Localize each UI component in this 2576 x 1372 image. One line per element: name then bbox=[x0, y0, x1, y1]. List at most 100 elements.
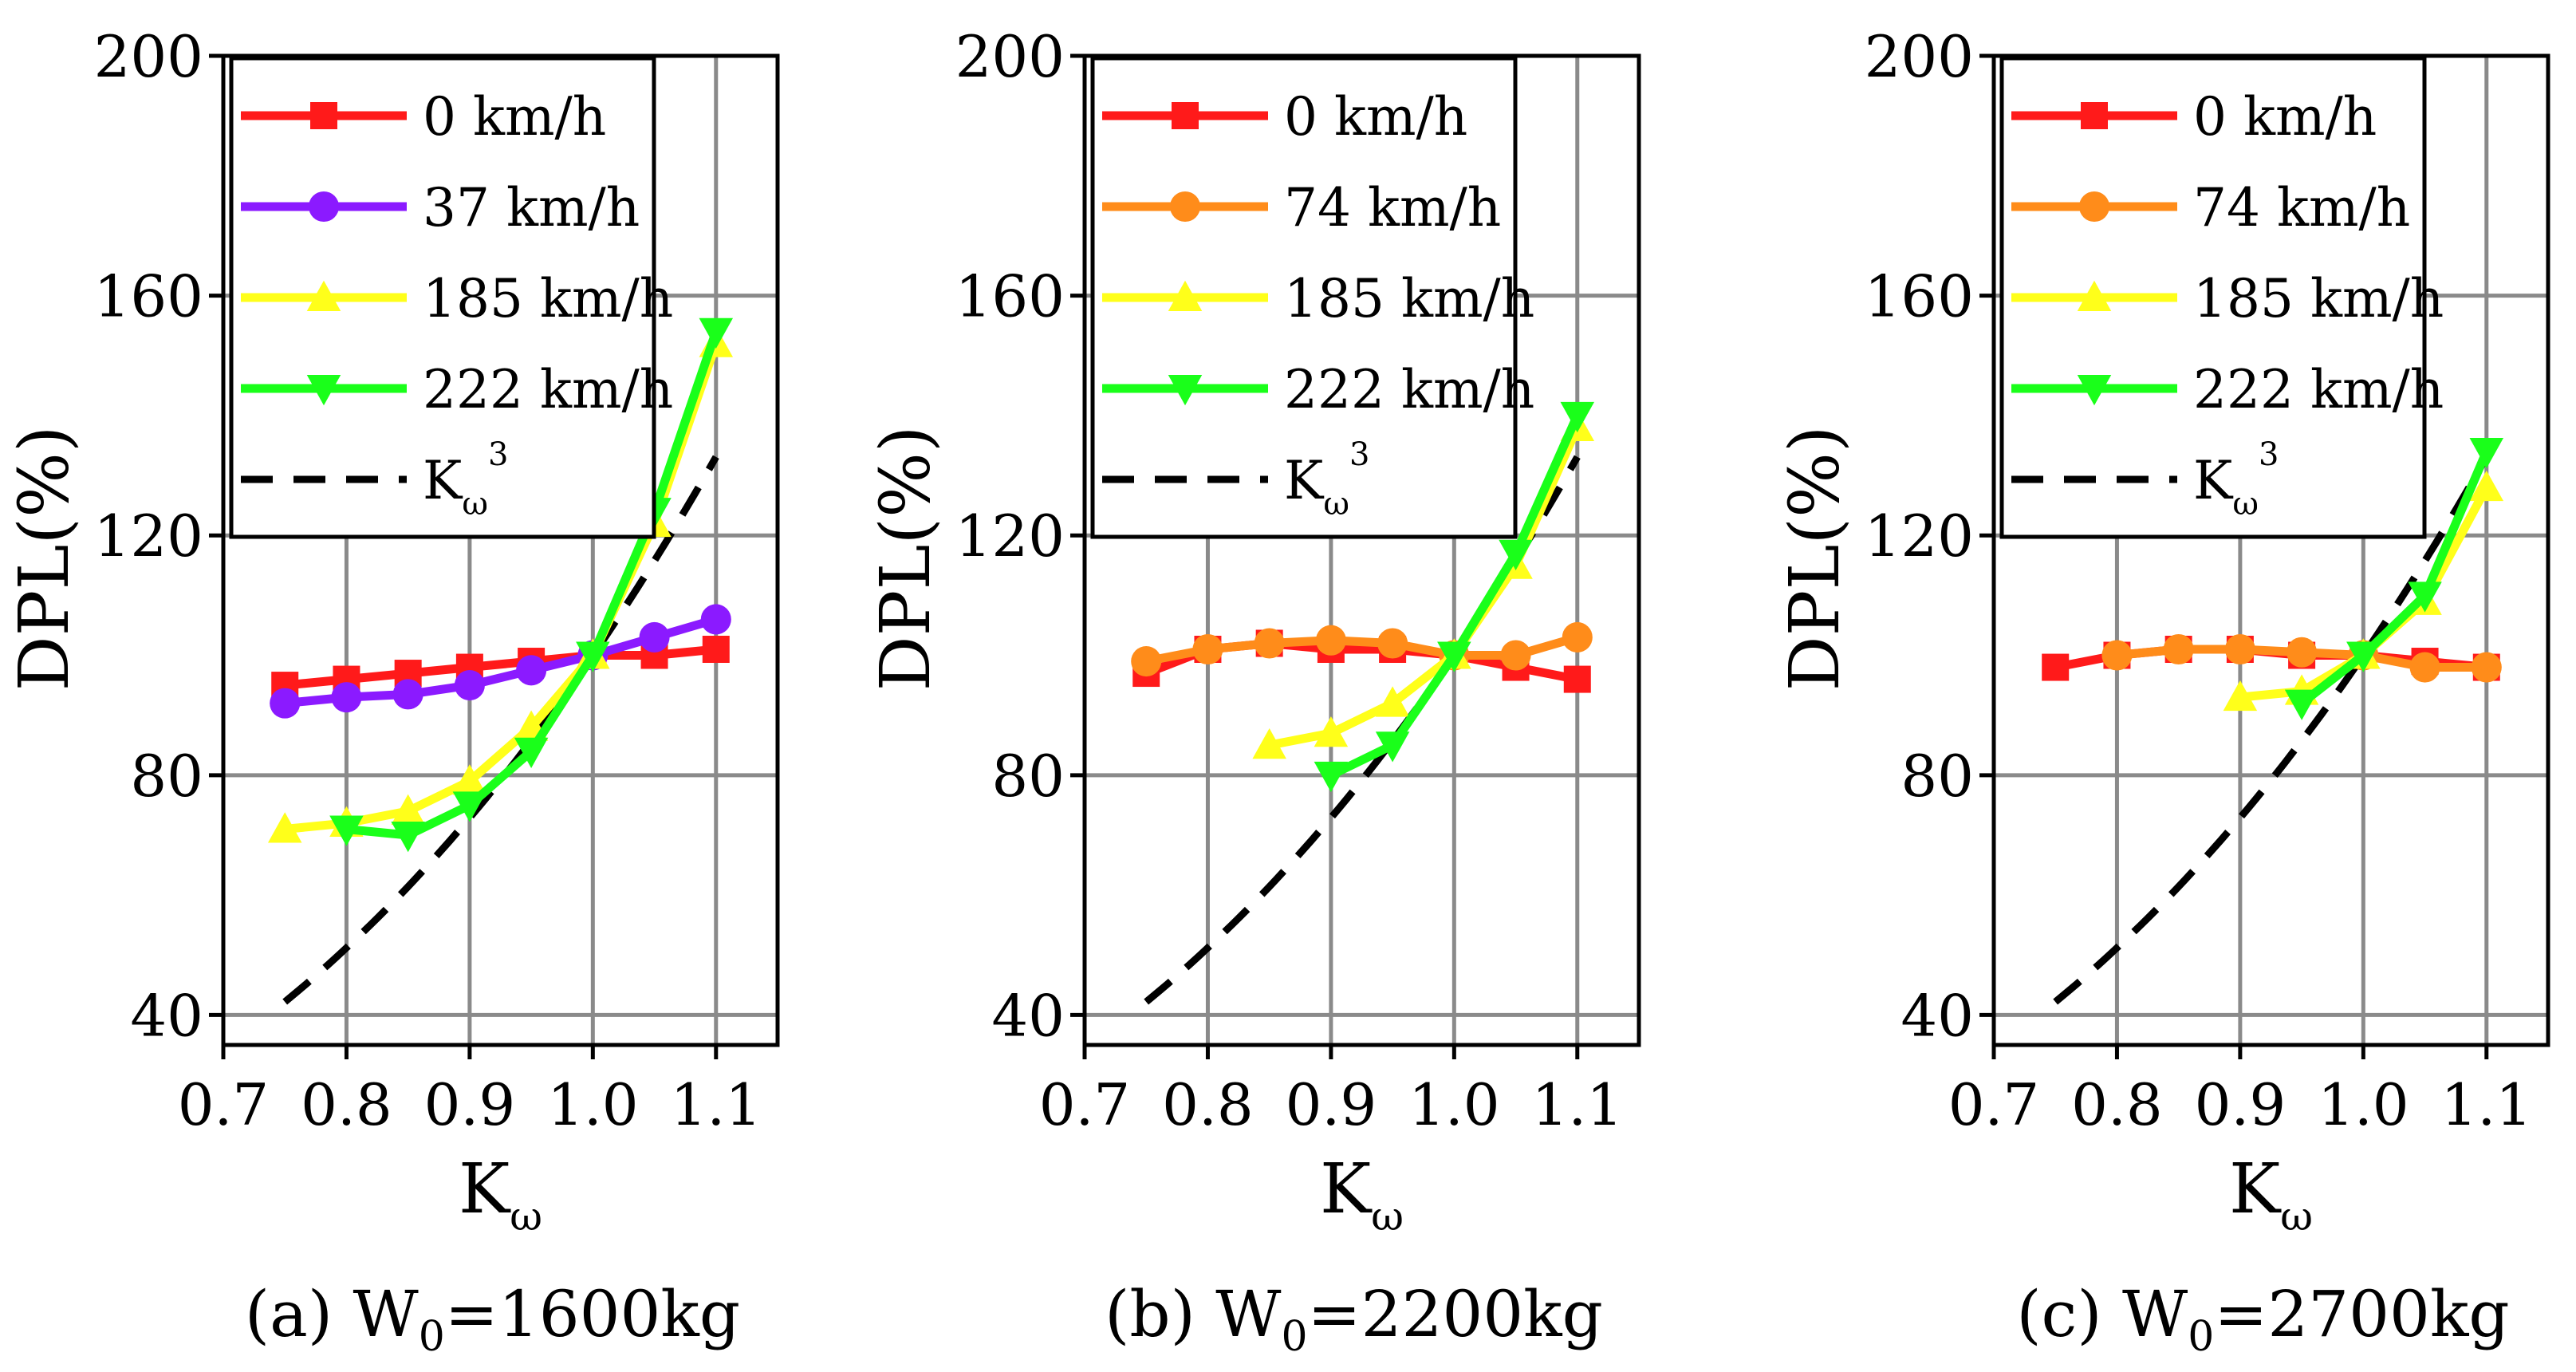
legend-ref-superscript: 3 bbox=[2259, 436, 2279, 473]
data-point bbox=[391, 821, 425, 853]
legend-ref-superscript: 3 bbox=[488, 436, 508, 473]
chart-panel-c: 0.7 0.8 0.9 1.0 1.1 40 80 120 160 200 DPL(%) Kω (c) … bbox=[1775, 23, 2550, 1361]
y-tick-label: 120 bbox=[1865, 503, 1974, 570]
legend-item: 74 km/h bbox=[1102, 177, 1501, 239]
caption-subscript: 0 bbox=[1281, 1313, 1307, 1361]
legend-ref-main: K bbox=[1284, 450, 1325, 511]
legend-label: 222 km/h bbox=[423, 359, 673, 420]
x-axis-title: Kω bbox=[459, 1149, 542, 1240]
series-37-km-h bbox=[270, 604, 731, 719]
legend-item: Kω3 bbox=[241, 436, 508, 522]
data-point bbox=[1375, 731, 1410, 763]
legend-label: 185 km/h bbox=[1284, 268, 1534, 329]
chart-panel-a: 0.7 0.8 0.9 1.0 1.1 40 80 120 160 200 DPL(%) Kω (a) … bbox=[5, 23, 780, 1361]
data-point bbox=[2286, 637, 2318, 668]
x-axis-title-main: K bbox=[459, 1149, 511, 1229]
legend-label: 0 km/h bbox=[423, 86, 606, 148]
legend: 0 km/h 74 km/h 185 km/h 222 km/h Kω3 bbox=[1999, 56, 2444, 539]
legend-item: 222 km/h bbox=[1102, 359, 1534, 420]
data-point bbox=[2408, 582, 2442, 613]
data-point bbox=[2469, 470, 2504, 502]
panel-caption: (a) W0=1600kg bbox=[245, 1277, 740, 1361]
data-point bbox=[576, 641, 610, 672]
data-point bbox=[270, 688, 301, 719]
y-tick-label: 80 bbox=[991, 743, 1065, 810]
data-point bbox=[1437, 641, 1471, 672]
legend-ref-subscript: ω bbox=[462, 486, 488, 522]
legend-label: 222 km/h bbox=[2193, 359, 2444, 420]
y-tick-label: 120 bbox=[955, 503, 1065, 570]
legend-swatch-marker bbox=[2078, 191, 2110, 223]
x-axis-title-subscript: ω bbox=[1371, 1193, 1404, 1240]
x-tick-label: 1.0 bbox=[1408, 1071, 1500, 1138]
plot-frame bbox=[1082, 53, 1641, 1047]
legend-label: Kω3 bbox=[423, 436, 508, 522]
data-point bbox=[2223, 680, 2258, 712]
legend-label: 0 km/h bbox=[2193, 86, 2377, 148]
data-point bbox=[392, 679, 423, 710]
data-point bbox=[329, 815, 364, 846]
data-point bbox=[1499, 539, 1533, 571]
legend-item: Kω3 bbox=[1102, 436, 1369, 522]
data-point bbox=[639, 621, 670, 653]
legend-ref-subscript: ω bbox=[2232, 486, 2259, 522]
x-tick-label: 0.7 bbox=[178, 1071, 270, 1138]
data-point bbox=[1500, 640, 1531, 671]
y-axis-title: DPL(%) bbox=[866, 426, 946, 692]
y-tick-label: 80 bbox=[130, 743, 203, 810]
data-point bbox=[2346, 641, 2381, 672]
caption-subscript: 0 bbox=[2188, 1313, 2214, 1361]
data-point bbox=[1314, 761, 1349, 793]
data-point bbox=[2284, 689, 2319, 720]
legend-swatch-marker bbox=[1172, 102, 1199, 129]
y-tick-label: 200 bbox=[94, 23, 203, 90]
caption-prefix: (a) W bbox=[245, 1277, 419, 1351]
x-tick-label: 0.8 bbox=[1162, 1071, 1254, 1138]
y-tick-label: 160 bbox=[94, 263, 203, 330]
legend-item: 185 km/h bbox=[2011, 268, 2444, 329]
x-tick-label: 0.9 bbox=[424, 1071, 516, 1138]
legend: 0 km/h 37 km/h 185 km/h 222 km/h Kω3 bbox=[229, 56, 673, 539]
x-tick-label: 1.1 bbox=[1532, 1071, 1624, 1138]
legend-swatch-marker bbox=[1168, 280, 1203, 311]
legend-label: 37 km/h bbox=[423, 177, 640, 239]
data-point bbox=[391, 794, 425, 825]
x-tick-label: 1.1 bbox=[671, 1071, 762, 1138]
data-point bbox=[1562, 621, 1593, 653]
legend-ref-main: K bbox=[2193, 450, 2234, 511]
data-point bbox=[2224, 633, 2255, 665]
y-tick-label: 120 bbox=[94, 503, 203, 570]
series-74-km-h bbox=[1131, 621, 1593, 677]
data-point bbox=[452, 764, 487, 795]
data-point bbox=[516, 655, 547, 686]
legend-item: 185 km/h bbox=[241, 268, 673, 329]
x-tick-label: 0.7 bbox=[1948, 1071, 2040, 1138]
legend-ref-subscript: ω bbox=[1323, 486, 1349, 522]
chart-panel-b: 0.7 0.8 0.9 1.0 1.1 40 80 120 160 200 DPL(%) Kω (b) … bbox=[866, 23, 1641, 1361]
data-point bbox=[514, 737, 549, 769]
data-point bbox=[2163, 633, 2194, 665]
legend-item: 222 km/h bbox=[241, 359, 673, 420]
caption-prefix: (b) W bbox=[1105, 1277, 1281, 1351]
y-axis-title: DPL(%) bbox=[5, 426, 85, 692]
legend-label: 185 km/h bbox=[423, 268, 673, 329]
caption-prefix: (c) W bbox=[2016, 1277, 2188, 1351]
panel-caption: (c) W0=2700kg bbox=[2016, 1277, 2509, 1361]
legend-label: 74 km/h bbox=[2193, 177, 2410, 239]
data-point bbox=[454, 670, 485, 701]
series-222-km-h bbox=[2284, 438, 2504, 720]
x-axis-title: Kω bbox=[2229, 1149, 2313, 1240]
legend: 0 km/h 74 km/h 185 km/h 222 km/h Kω3 bbox=[1090, 56, 1534, 539]
plot-frame bbox=[1991, 53, 2550, 1047]
data-point bbox=[700, 604, 731, 635]
legend-item: Kω3 bbox=[2011, 436, 2279, 522]
x-axis-title-main: K bbox=[1320, 1149, 1373, 1229]
y-tick-label: 160 bbox=[1865, 263, 1974, 330]
series-74-km-h bbox=[2101, 633, 2502, 683]
y-tick-label: 200 bbox=[955, 23, 1065, 90]
legend-swatch-marker bbox=[306, 375, 341, 406]
legend-swatch-marker bbox=[308, 191, 340, 223]
series-222-km-h bbox=[1314, 401, 1595, 793]
series-line bbox=[2298, 449, 2491, 707]
